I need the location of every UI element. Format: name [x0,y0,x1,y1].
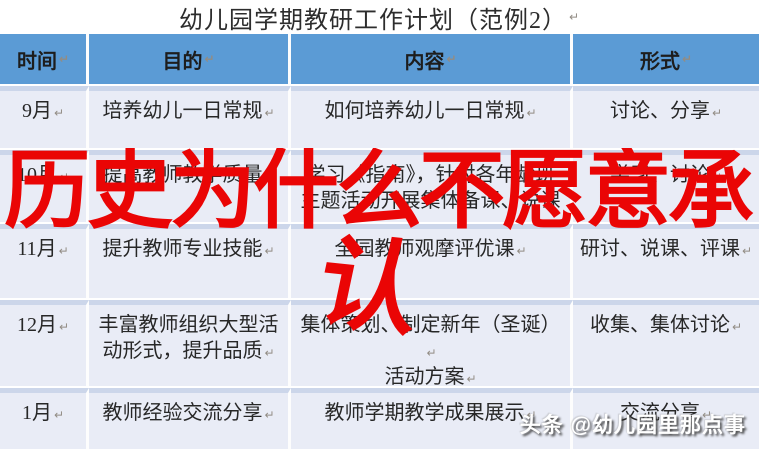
column-header-time: 时间 ↵ [0,34,89,84]
table-header-row: 时间 ↵ 目的 ↵ 内容 ↵ 形式 ↵ [0,34,759,84]
table-row-september: 9月 ↵ 培养幼儿一日常规 ↵ 如何培养幼儿一日常规 ↵ 讨论、分享 ↵ [0,84,759,148]
paragraph-return-mark: ↵ [264,244,275,258]
paragraph-return-mark: ↵ [58,170,70,184]
paragraph-return-mark: ↵ [53,408,65,422]
column-header-content-label: 内容 [404,50,445,73]
page-title: 幼儿园学期教研工作计划（范例2） ↵ [0,0,759,34]
column-header-content: 内容 ↵ [291,34,573,84]
cell-purpose: 提升教师专业技能 ↵ [89,224,291,298]
cell-form: 讨论、分享 ↵ [573,86,759,148]
table-row-january: 1月 ↵ 教师经验交流分享 ↵ 教师学期教学成果展示 ↵ 交流分享 ↵ [0,386,759,449]
paragraph-return-mark: ↵ [466,372,477,386]
cell-purpose: 教师经验交流分享 ↵ [89,388,291,449]
cell-content: 集体策划、制定新年（圣诞）↵ 活动方案 ↵ [291,300,573,390]
table-row-december: 12月 ↵ 丰富教师组织大型活动形式，提升品质 ↵ 集体策划、制定新年（圣诞）↵ 活… [0,298,759,390]
schedule-table: 时间 ↵ 目的 ↵ 内容 ↵ 形式 ↵ 9月 ↵ 培养幼儿一日常规 ↵ 如何培养幼儿一日常规… [0,34,759,449]
toutiao-watermark: 头条 @幼儿园里那点事 [519,414,746,437]
cell-time: 11月 ↵ [0,224,89,298]
cell-time: 12月 ↵ [0,300,89,390]
column-header-purpose-label: 目的 [162,50,203,73]
paragraph-return-mark: ↵ [204,52,215,66]
cell-content: 全园教师观摩评优课 ↵ [291,224,573,298]
column-header-form-label: 形式 [639,50,680,73]
cell-content-line1: 集体策划、制定新年（圣诞）↵ [300,314,561,360]
paragraph-return-mark: ↵ [264,170,275,184]
paragraph-return-mark: ↵ [446,52,457,66]
paragraph-return-mark: ↵ [264,106,275,120]
column-header-time-label: 时间 [16,50,57,73]
paragraph-return-mark: ↵ [58,52,70,66]
cell-form: 收集、集体讨论 ↵ [573,300,759,390]
column-header-form: 形式 ↵ [573,34,759,84]
paragraph-return-mark: ↵ [681,52,693,66]
column-header-purpose: 目的 ↵ [89,34,291,84]
cell-form: 研讨、说课、评课 ↵ [573,224,759,298]
paragraph-return-mark: ↵ [264,346,275,360]
paragraph-return-mark: ↵ [53,106,65,120]
cell-purpose: 丰富教师组织大型活动形式，提升品质 ↵ [89,300,291,390]
paragraph-return-mark: ↵ [264,408,275,422]
paragraph-return-mark: ↵ [701,408,713,422]
paragraph-return-mark: ↵ [426,346,437,360]
paragraph-return-mark: ↵ [516,244,527,258]
table-row-november: 11月 ↵ 提升教师专业技能 ↵ 全园教师观摩评优课 ↵ 研讨、说课、评课 ↵ [0,222,759,298]
cell-time: 1月 ↵ [0,388,89,449]
paragraph-return-mark: ↵ [58,320,70,334]
cell-time: 9月 ↵ [0,86,89,148]
cell-purpose: 培养幼儿一日常规 ↵ [89,86,291,148]
cell-content: 如何培养幼儿一日常规 ↵ [291,86,573,148]
table-row-october: 10月 ↵ 提高教师教学质量 ↵ 学习《指南》，针对各年龄班主题活动开展集体备课、说… [0,148,759,240]
cell-content: 教师学期教学成果展示 ↵ [291,388,573,449]
cell-content-line2: 活动方案 ↵ [384,366,477,388]
paragraph-return-mark: ↵ [58,244,69,258]
paragraph-return-mark: ↵ [568,10,581,24]
paragraph-return-mark: ↵ [526,408,537,422]
page-title-text: 幼儿园学期教研工作计划（范例2） [178,7,567,34]
paragraph-return-mark: ↵ [711,106,723,120]
paragraph-return-mark: ↵ [731,320,743,334]
cell-form: 交流分享 ↵ [573,388,759,449]
paragraph-return-mark: ↵ [526,106,537,120]
paragraph-return-mark: ↵ [711,170,723,184]
paragraph-return-mark: ↵ [741,244,753,258]
